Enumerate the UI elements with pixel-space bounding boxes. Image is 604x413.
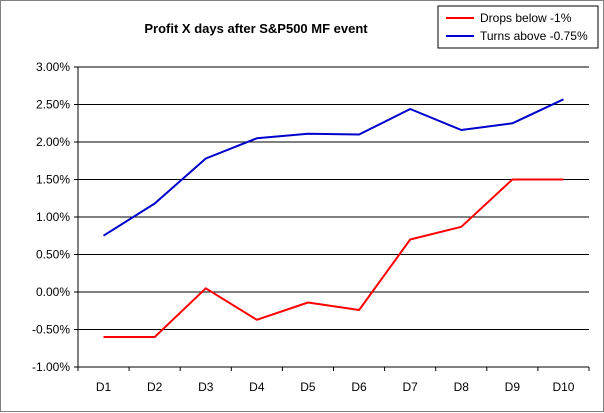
y-tick-label: -1.00% bbox=[32, 360, 70, 374]
x-tick-label: D4 bbox=[249, 380, 265, 394]
series bbox=[102, 98, 564, 338]
legend-label: Drops below -1% bbox=[480, 11, 572, 25]
x-tick-label: D10 bbox=[552, 380, 574, 394]
x-tick-labels: D1 D2 D3 D4 D5 D6 D7 D8 D9 D10 bbox=[96, 380, 575, 394]
chart-title: Profit X days after S&P500 MF event bbox=[144, 21, 368, 36]
x-tick-label: D6 bbox=[351, 380, 367, 394]
legend-box bbox=[437, 5, 599, 49]
grid bbox=[78, 66, 589, 330]
x-tick-label: D1 bbox=[96, 380, 112, 394]
y-tick-label: 0.00% bbox=[36, 285, 70, 299]
x-tick-label: D3 bbox=[198, 380, 214, 394]
axes bbox=[74, 66, 590, 371]
y-tick-label: -0.50% bbox=[32, 323, 70, 337]
y-tick-label: 2.50% bbox=[36, 98, 70, 112]
legend-label: Turns above -0.75% bbox=[480, 29, 588, 43]
x-tick-label: D8 bbox=[454, 380, 470, 394]
y-tick-label: 0.50% bbox=[36, 248, 70, 262]
series-line-2 bbox=[102, 98, 564, 237]
x-tick-label: D2 bbox=[147, 380, 163, 394]
y-tick-labels: 3.00% 2.50% 2.00% 1.50% 1.00% 0.50% 0.00% -0.50… bbox=[32, 60, 70, 374]
y-tick-label: 1.50% bbox=[36, 173, 70, 187]
legend: Drops below -1% Turns above -0.75% bbox=[437, 5, 599, 49]
y-tick-label: 2.00% bbox=[36, 135, 70, 149]
series-line-1 bbox=[103, 178, 564, 338]
y-tick-label: 3.00% bbox=[36, 60, 70, 74]
x-tick-label: D5 bbox=[300, 380, 316, 394]
x-tick-label: D9 bbox=[505, 380, 521, 394]
x-tick-label: D7 bbox=[402, 380, 418, 394]
y-tick-label: 1.00% bbox=[36, 210, 70, 224]
